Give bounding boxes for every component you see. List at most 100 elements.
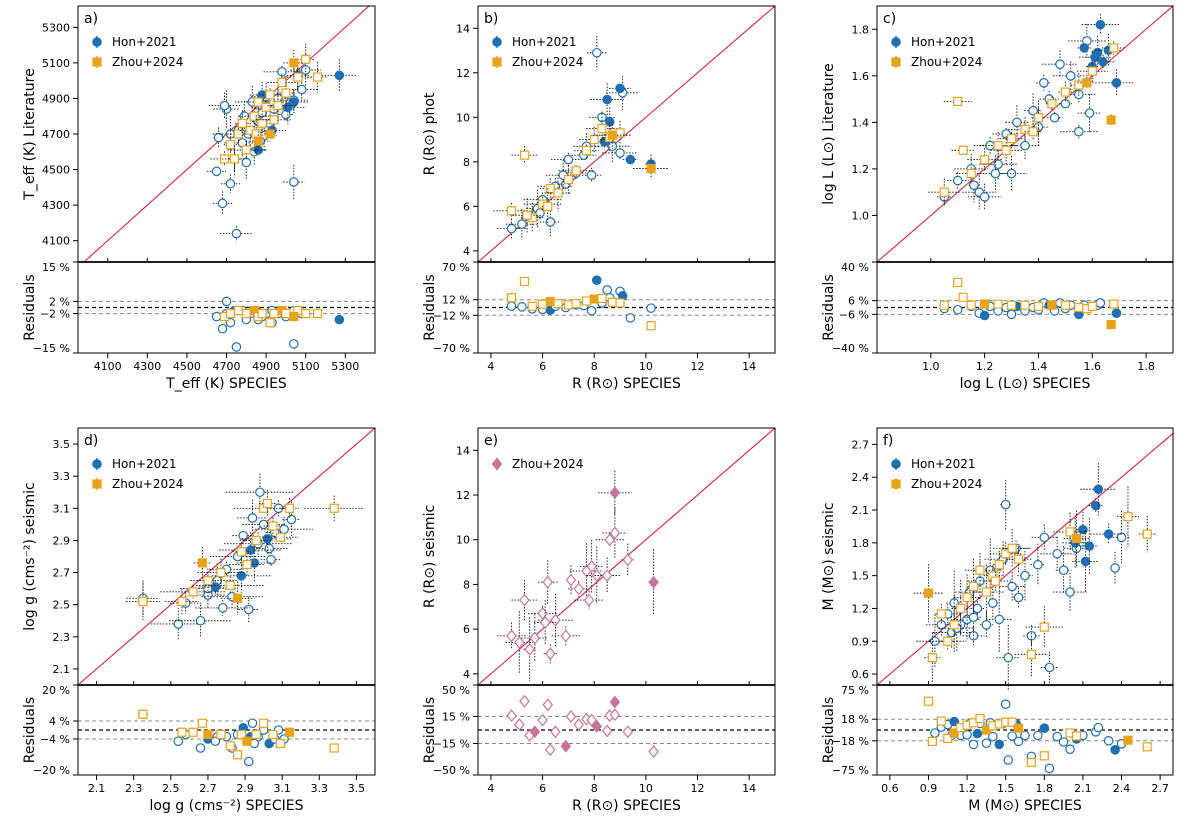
residual-point — [1013, 736, 1024, 747]
residual-point — [1006, 309, 1017, 320]
data-point — [1084, 108, 1095, 118]
residual-point — [993, 299, 1003, 309]
legend-label: Zhou+2024 — [512, 457, 583, 471]
residual-point — [1047, 300, 1057, 310]
residual-point — [553, 299, 563, 309]
x-tick-label: 0.6 — [881, 782, 899, 795]
data-point — [1142, 529, 1152, 539]
x-tick-label: 1.5 — [997, 782, 1015, 795]
data-point — [236, 570, 247, 581]
data-point — [517, 219, 527, 229]
data-point — [273, 100, 283, 111]
data-point — [607, 130, 617, 140]
data-point — [1078, 524, 1088, 535]
y-tick-label: 10 — [456, 111, 470, 124]
x-tick-label: 6 — [539, 782, 546, 795]
residual-point — [514, 718, 525, 732]
data-point — [257, 118, 267, 128]
data-point — [968, 581, 979, 592]
data-point — [216, 567, 226, 578]
legend: Hon+2021 Zhou+2024 — [891, 457, 982, 491]
data-point — [1109, 43, 1119, 53]
data-point — [1013, 592, 1024, 603]
data-point — [1065, 527, 1075, 537]
residual-point — [506, 301, 517, 311]
data-point — [286, 514, 297, 525]
residual-point — [537, 713, 548, 727]
y-tick-label: 3.1 — [53, 502, 71, 515]
data-point — [1060, 98, 1071, 109]
data-point — [289, 58, 299, 68]
data-point — [949, 620, 959, 630]
y-tick-label: 1.4 — [852, 116, 870, 129]
x-tick-label: 1.6 — [1084, 360, 1102, 373]
x-tick-label: 10 — [639, 782, 653, 795]
data-point — [1006, 134, 1017, 144]
data-point — [262, 498, 272, 509]
data-point — [1084, 541, 1095, 551]
x-tick-label: 14 — [742, 782, 756, 795]
x-axis-title: M (M⊙) SPECIES — [968, 798, 1082, 814]
data-point — [277, 77, 287, 88]
legend-label: Zhou+2024 — [911, 477, 982, 491]
x-tick-label: 12 — [691, 782, 705, 795]
residual-point — [962, 729, 972, 740]
x-tick-label: 10 — [639, 360, 653, 373]
y-tick-label: 4100 — [42, 235, 70, 248]
y-tick-label: 1.0 — [852, 209, 870, 222]
data-point — [253, 136, 263, 146]
legend-label: Hon+2021 — [911, 457, 976, 471]
legend-label: Hon+2021 — [112, 35, 177, 49]
residual-point — [247, 718, 258, 729]
data-point — [138, 596, 148, 607]
residual-point — [281, 308, 291, 319]
data-point — [281, 88, 291, 98]
y-axis-title: log g (cms⁻²) seismic — [22, 482, 38, 630]
x-tick-label: 1.2 — [976, 360, 994, 373]
data-point — [269, 115, 279, 125]
data-point — [543, 201, 553, 211]
residual-point — [506, 709, 517, 723]
data-point — [1082, 78, 1092, 88]
residual-point — [211, 311, 222, 322]
residual-tick-label: 15 % — [42, 261, 70, 274]
residual-point — [1142, 742, 1152, 752]
data-point — [1039, 622, 1049, 632]
residual-point — [1106, 319, 1116, 330]
legend: Hon+2021 Zhou+2024 — [92, 35, 183, 69]
residual-point — [1060, 300, 1070, 310]
residual-point — [1065, 744, 1075, 754]
data-point — [1087, 66, 1097, 76]
data-point — [241, 157, 252, 168]
panel-a: 4100 4300 4500 4700 4900 5100 5300 4100 4300 4500… — [22, 5, 376, 392]
data-point — [994, 560, 1004, 570]
data-point — [266, 554, 276, 565]
residual-point — [581, 296, 592, 306]
y-tick-label: 4500 — [42, 164, 70, 177]
residual-point — [268, 729, 278, 740]
data-point — [241, 145, 251, 155]
residual-point — [586, 305, 597, 316]
residual-tick-label: −50 % — [433, 764, 470, 777]
data-point — [1020, 124, 1030, 134]
data-point — [265, 129, 275, 139]
residual-point — [1003, 755, 1014, 765]
y-tick-label: 4700 — [42, 128, 70, 141]
data-point — [275, 532, 285, 542]
x-tick-label: 4700 — [213, 360, 241, 373]
x-tick-label: 4300 — [133, 360, 161, 373]
data-point — [1058, 565, 1069, 575]
y-tick-label: 12 — [456, 67, 470, 80]
data-point — [225, 580, 235, 591]
data-point — [1033, 113, 1044, 123]
residual-point — [943, 733, 953, 744]
data-point — [1079, 43, 1089, 53]
x-tick-label: 2.3 — [125, 782, 143, 795]
residual-tick-label: −40 % — [832, 342, 869, 355]
legend-label: Zhou+2024 — [512, 55, 583, 69]
data-point — [1001, 145, 1011, 155]
residual-point — [981, 738, 992, 748]
data-point — [545, 647, 556, 661]
residual-point — [537, 299, 548, 309]
data-point — [615, 128, 625, 138]
